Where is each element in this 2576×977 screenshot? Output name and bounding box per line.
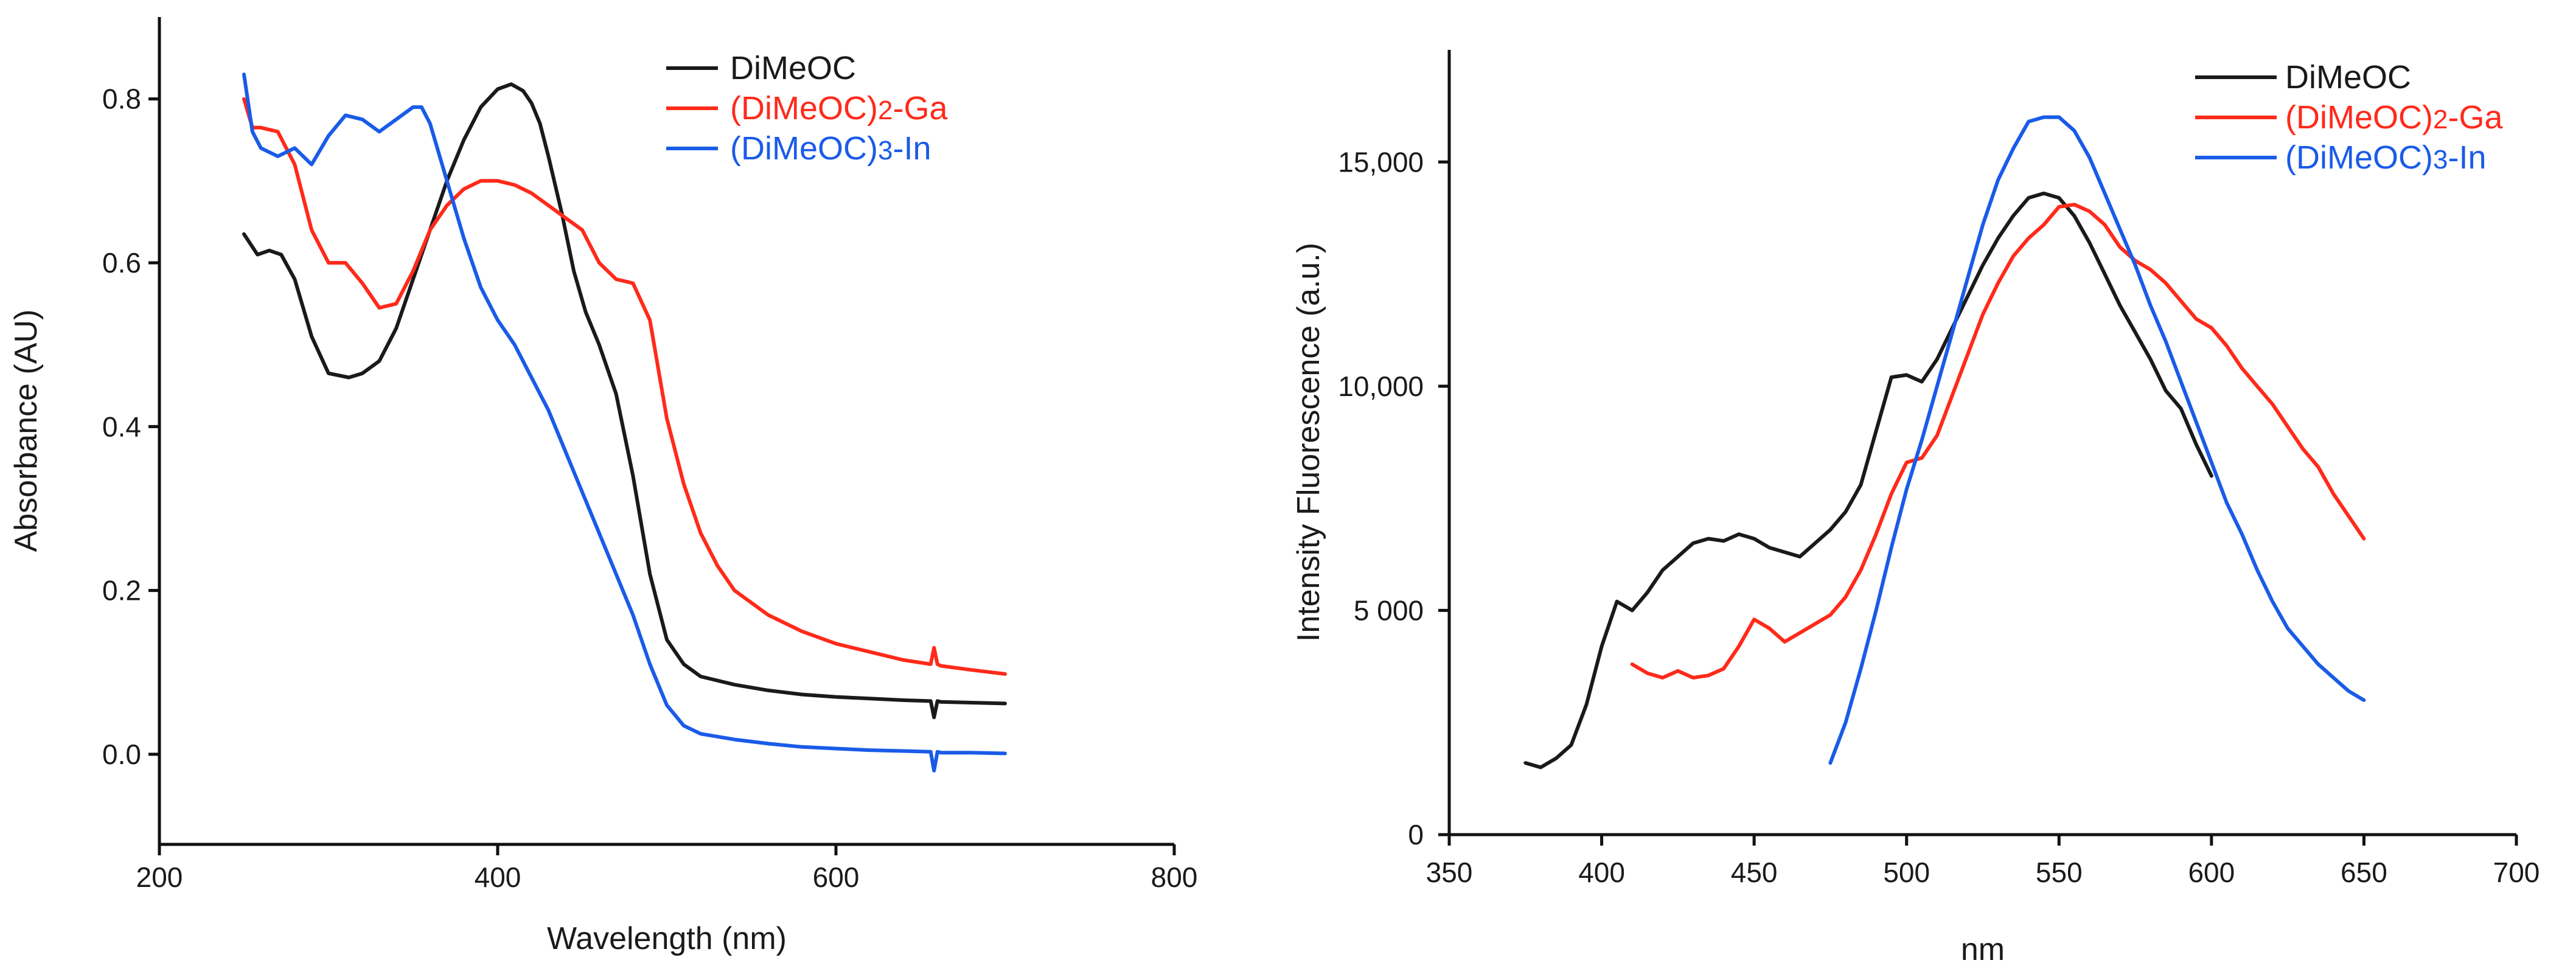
y-tick-label: 0.4 <box>102 411 141 442</box>
y-tick-label: 5 000 <box>1354 594 1424 626</box>
fluorescence-panel: 350 400 450 500 550 600 650 700 0 5 000 10,000 15,0… <box>1291 50 2539 967</box>
x-tick-label: 500 <box>1883 857 1930 888</box>
y-tick-label: 15,000 <box>1338 146 1424 178</box>
series-line-2 <box>242 72 1007 773</box>
x-axis-title: Wavelength (nm) <box>547 921 787 956</box>
legend-label-2: (DiMeOC)3-In <box>730 130 931 167</box>
legend-label-0: DiMeOC <box>2285 59 2411 96</box>
y-tick-label: 0 <box>1408 819 1424 850</box>
x-tick-label: 650 <box>2341 857 2387 888</box>
x-tick-label: 550 <box>2036 857 2083 888</box>
y-axis-title: Absorbance (AU) <box>9 310 44 552</box>
y-tick-label: 0.2 <box>102 575 141 607</box>
series-line-0 <box>1523 191 2213 770</box>
x-tick-label: 600 <box>813 861 860 893</box>
y-tick-label: 0.6 <box>102 247 141 279</box>
y-axis-title: Intensity Fluorescence (a.u.) <box>1291 243 1326 642</box>
series-line-2 <box>1828 115 2366 765</box>
y-tick-label: 0.8 <box>102 83 141 115</box>
series-line-1 <box>242 97 1007 676</box>
y-tick-label: 10,000 <box>1338 370 1424 402</box>
x-tick-label: 800 <box>1151 861 1198 893</box>
x-tick-label: 700 <box>2493 857 2540 888</box>
series-line-1 <box>1630 203 2366 680</box>
absorbance-panel: 200 400 600 800 0.0 0.2 0.4 0.6 0.8 Wavelength (n… <box>9 17 1197 956</box>
x-tick-label: 400 <box>475 861 521 893</box>
x-tick-label: 600 <box>2188 857 2235 888</box>
legend-label-2: (DiMeOC)3-In <box>2285 139 2487 176</box>
x-tick-label: 450 <box>1731 857 1778 888</box>
x-tick-label: 200 <box>136 861 183 893</box>
legend-label-1: (DiMeOC)2-Ga <box>730 90 948 127</box>
legend-label-1: (DiMeOC)2-Ga <box>2285 99 2503 136</box>
x-tick-label: 400 <box>1578 857 1625 888</box>
x-axis-title: nm <box>1961 932 2005 967</box>
legend-label-0: DiMeOC <box>730 50 856 86</box>
y-tick-label: 0.0 <box>102 739 141 770</box>
series-line-0 <box>242 82 1007 720</box>
x-tick-label: 350 <box>1426 857 1473 888</box>
